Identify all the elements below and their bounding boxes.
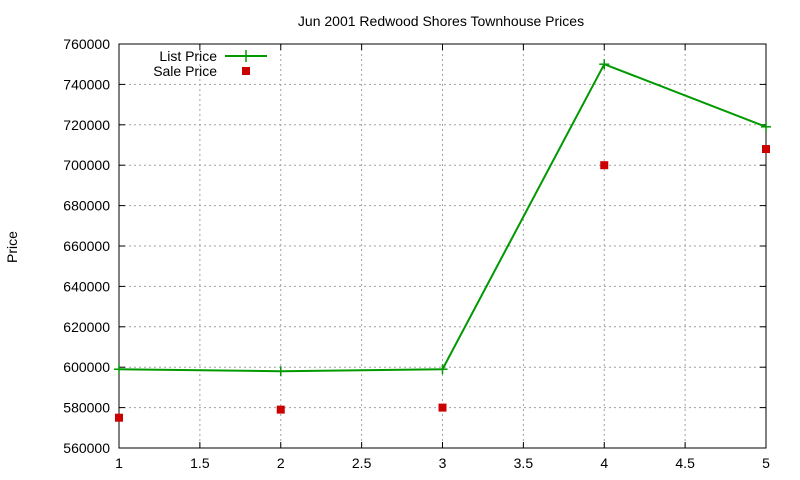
y-tick-label: 640000 <box>63 278 110 294</box>
sale-price-point <box>438 403 447 412</box>
y-tick-label: 720000 <box>63 117 110 133</box>
list-price-point <box>599 59 610 70</box>
chart-title: Jun 2001 Redwood Shores Townhouse Prices <box>298 13 584 29</box>
axis-ticks <box>118 43 767 449</box>
legend-marker-list-price <box>240 50 252 62</box>
legend-label-list-price: List Price <box>159 48 217 64</box>
y-tick-label: 700000 <box>63 157 110 173</box>
x-tick-labels: 1 1.5 2 2.5 3 3.5 4 4.5 5 <box>115 455 770 471</box>
sale-price-point <box>600 161 609 170</box>
y-tick-label: 620000 <box>63 319 110 335</box>
sale-price-point <box>762 145 770 154</box>
series-layer <box>114 59 771 422</box>
y-tick-labels: 560000 580000 600000 620000 640000 660000 6800… <box>63 36 110 456</box>
legend: List Price Sale Price <box>153 48 267 79</box>
list-price-point <box>275 366 286 377</box>
list-price-point <box>437 364 448 375</box>
y-tick-label: 660000 <box>63 238 110 254</box>
x-tick-label: 3 <box>439 455 447 471</box>
x-tick-label: 3.5 <box>514 455 534 471</box>
y-tick-label: 580000 <box>63 400 110 416</box>
y-axis-label: Price <box>4 231 20 263</box>
x-tick-label: 4.5 <box>675 455 695 471</box>
x-tick-label: 5 <box>762 455 770 471</box>
x-tick-label: 4 <box>600 455 608 471</box>
y-tick-label: 560000 <box>63 440 110 456</box>
sale-price-point <box>276 405 285 414</box>
y-tick-label: 680000 <box>63 198 110 214</box>
x-tick-label: 2.5 <box>352 455 372 471</box>
y-tick-label: 760000 <box>63 36 110 52</box>
list-price-point <box>114 364 124 375</box>
x-tick-label: 1.5 <box>190 455 210 471</box>
list-price-point <box>761 121 771 132</box>
sale-price-point <box>115 413 123 422</box>
legend-marker-sale-price <box>242 67 250 75</box>
x-tick-label: 1 <box>115 455 123 471</box>
x-tick-label: 2 <box>277 455 285 471</box>
y-tick-label: 740000 <box>63 76 110 92</box>
legend-label-sale-price: Sale Price <box>153 63 217 79</box>
y-tick-label: 600000 <box>63 359 110 375</box>
grid <box>119 44 766 448</box>
